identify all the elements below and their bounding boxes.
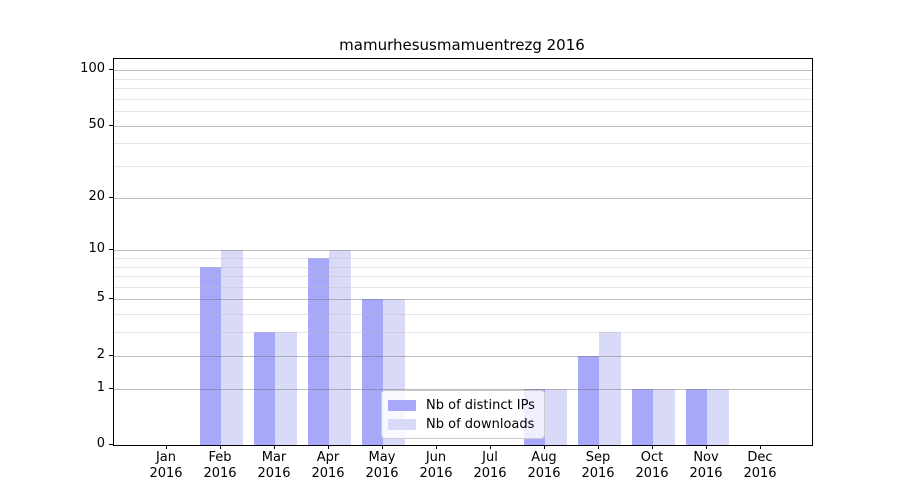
gridline-minor-90 — [114, 78, 812, 80]
bar-downloads-sep — [599, 332, 621, 445]
gridline-minor-6 — [114, 286, 812, 288]
bar-downloads-aug — [545, 388, 567, 445]
bar-distinct-ips-nov — [685, 388, 708, 445]
chart-title: mamurhesusmamuentrezg 2016 — [339, 36, 585, 54]
bar-distinct-ips-apr — [307, 257, 330, 445]
bar-downloads-apr — [329, 250, 351, 445]
y-tick-mark-0 — [109, 444, 113, 445]
x-tick-mark-feb — [220, 445, 221, 449]
y-tick-mark-10 — [109, 249, 113, 250]
gridline-minor-8 — [114, 266, 812, 268]
x-tick-mark-may — [382, 445, 383, 449]
y-tick-label-0: 0 — [96, 436, 105, 451]
y-tick-mark-1 — [109, 388, 113, 389]
x-tick-label-apr: Apr 2016 — [311, 450, 345, 481]
gridline-minor-4 — [114, 314, 812, 316]
x-tick-label-may: May 2016 — [365, 450, 399, 481]
gridline-minor-9 — [114, 257, 812, 259]
x-tick-mark-mar — [274, 445, 275, 449]
gridline-minor-70 — [114, 98, 812, 100]
x-tick-mark-oct — [652, 445, 653, 449]
y-tick-mark-50 — [109, 125, 113, 126]
bar-distinct-ips-sep — [577, 355, 600, 445]
y-tick-label-50: 50 — [88, 117, 105, 132]
x-tick-mark-nov — [706, 445, 707, 449]
y-tick-mark-5 — [109, 298, 113, 299]
legend-swatch-downloads — [388, 419, 416, 430]
gridline-minor-40 — [114, 143, 812, 145]
y-tick-label-20: 20 — [88, 189, 105, 204]
x-tick-label-feb: Feb 2016 — [203, 450, 237, 481]
gridline-50 — [114, 125, 812, 127]
x-tick-label-dec: Dec 2016 — [743, 450, 777, 481]
y-tick-label-5: 5 — [96, 290, 105, 305]
x-tick-mark-dec — [760, 445, 761, 449]
legend-row-distinct-ips: Nb of distinct IPs — [388, 397, 536, 414]
legend-label-downloads: Nb of downloads — [426, 417, 535, 432]
gridline-100 — [114, 70, 812, 71]
x-tick-mark-sep — [598, 445, 599, 449]
legend-row-downloads: Nb of downloads — [388, 416, 536, 433]
legend-swatch-distinct-ips — [388, 400, 416, 411]
bar-downloads-feb — [221, 250, 243, 445]
y-tick-mark-100 — [109, 69, 113, 70]
y-tick-mark-2 — [109, 355, 113, 356]
x-tick-label-oct: Oct 2016 — [635, 450, 669, 481]
x-tick-mark-aug — [544, 445, 545, 449]
gridline-1 — [114, 388, 812, 390]
x-tick-mark-jan — [166, 445, 167, 449]
gridline-2 — [114, 355, 812, 357]
x-tick-label-jun: Jun 2016 — [419, 450, 453, 481]
bar-distinct-ips-feb — [199, 266, 222, 445]
legend: Nb of distinct IPs Nb of downloads — [381, 390, 545, 439]
gridline-minor-80 — [114, 87, 812, 89]
x-tick-label-jan: Jan 2016 — [149, 450, 183, 481]
x-tick-mark-apr — [328, 445, 329, 449]
bar-distinct-ips-may — [361, 299, 384, 445]
y-tick-label-100: 100 — [80, 61, 105, 76]
bar-distinct-ips-mar — [253, 332, 276, 445]
gridline-10 — [114, 250, 812, 252]
y-tick-label-10: 10 — [88, 241, 105, 256]
y-tick-mark-20 — [109, 197, 113, 198]
x-tick-label-mar: Mar 2016 — [257, 450, 291, 481]
y-tick-label-2: 2 — [96, 347, 105, 362]
x-tick-mark-jul — [490, 445, 491, 449]
bar-downloads-oct — [653, 388, 675, 445]
gridline-5 — [114, 299, 812, 301]
x-tick-label-nov: Nov 2016 — [689, 450, 723, 481]
gridline-minor-7 — [114, 276, 812, 277]
x-tick-label-sep: Sep 2016 — [581, 450, 615, 481]
bar-distinct-ips-oct — [631, 388, 654, 445]
plot-area — [113, 58, 813, 446]
gridline-minor-60 — [114, 111, 812, 112]
y-tick-label-1: 1 — [96, 380, 105, 395]
legend-label-distinct-ips: Nb of distinct IPs — [426, 398, 535, 413]
bar-downloads-nov — [707, 388, 729, 445]
gridline-20 — [114, 197, 812, 199]
bar-downloads-mar — [275, 332, 297, 445]
gridline-minor-3 — [114, 332, 812, 334]
gridline-minor-30 — [114, 166, 812, 167]
x-tick-label-aug: Aug 2016 — [527, 450, 561, 481]
x-tick-mark-jun — [436, 445, 437, 449]
x-tick-label-jul: Jul 2016 — [473, 450, 507, 481]
